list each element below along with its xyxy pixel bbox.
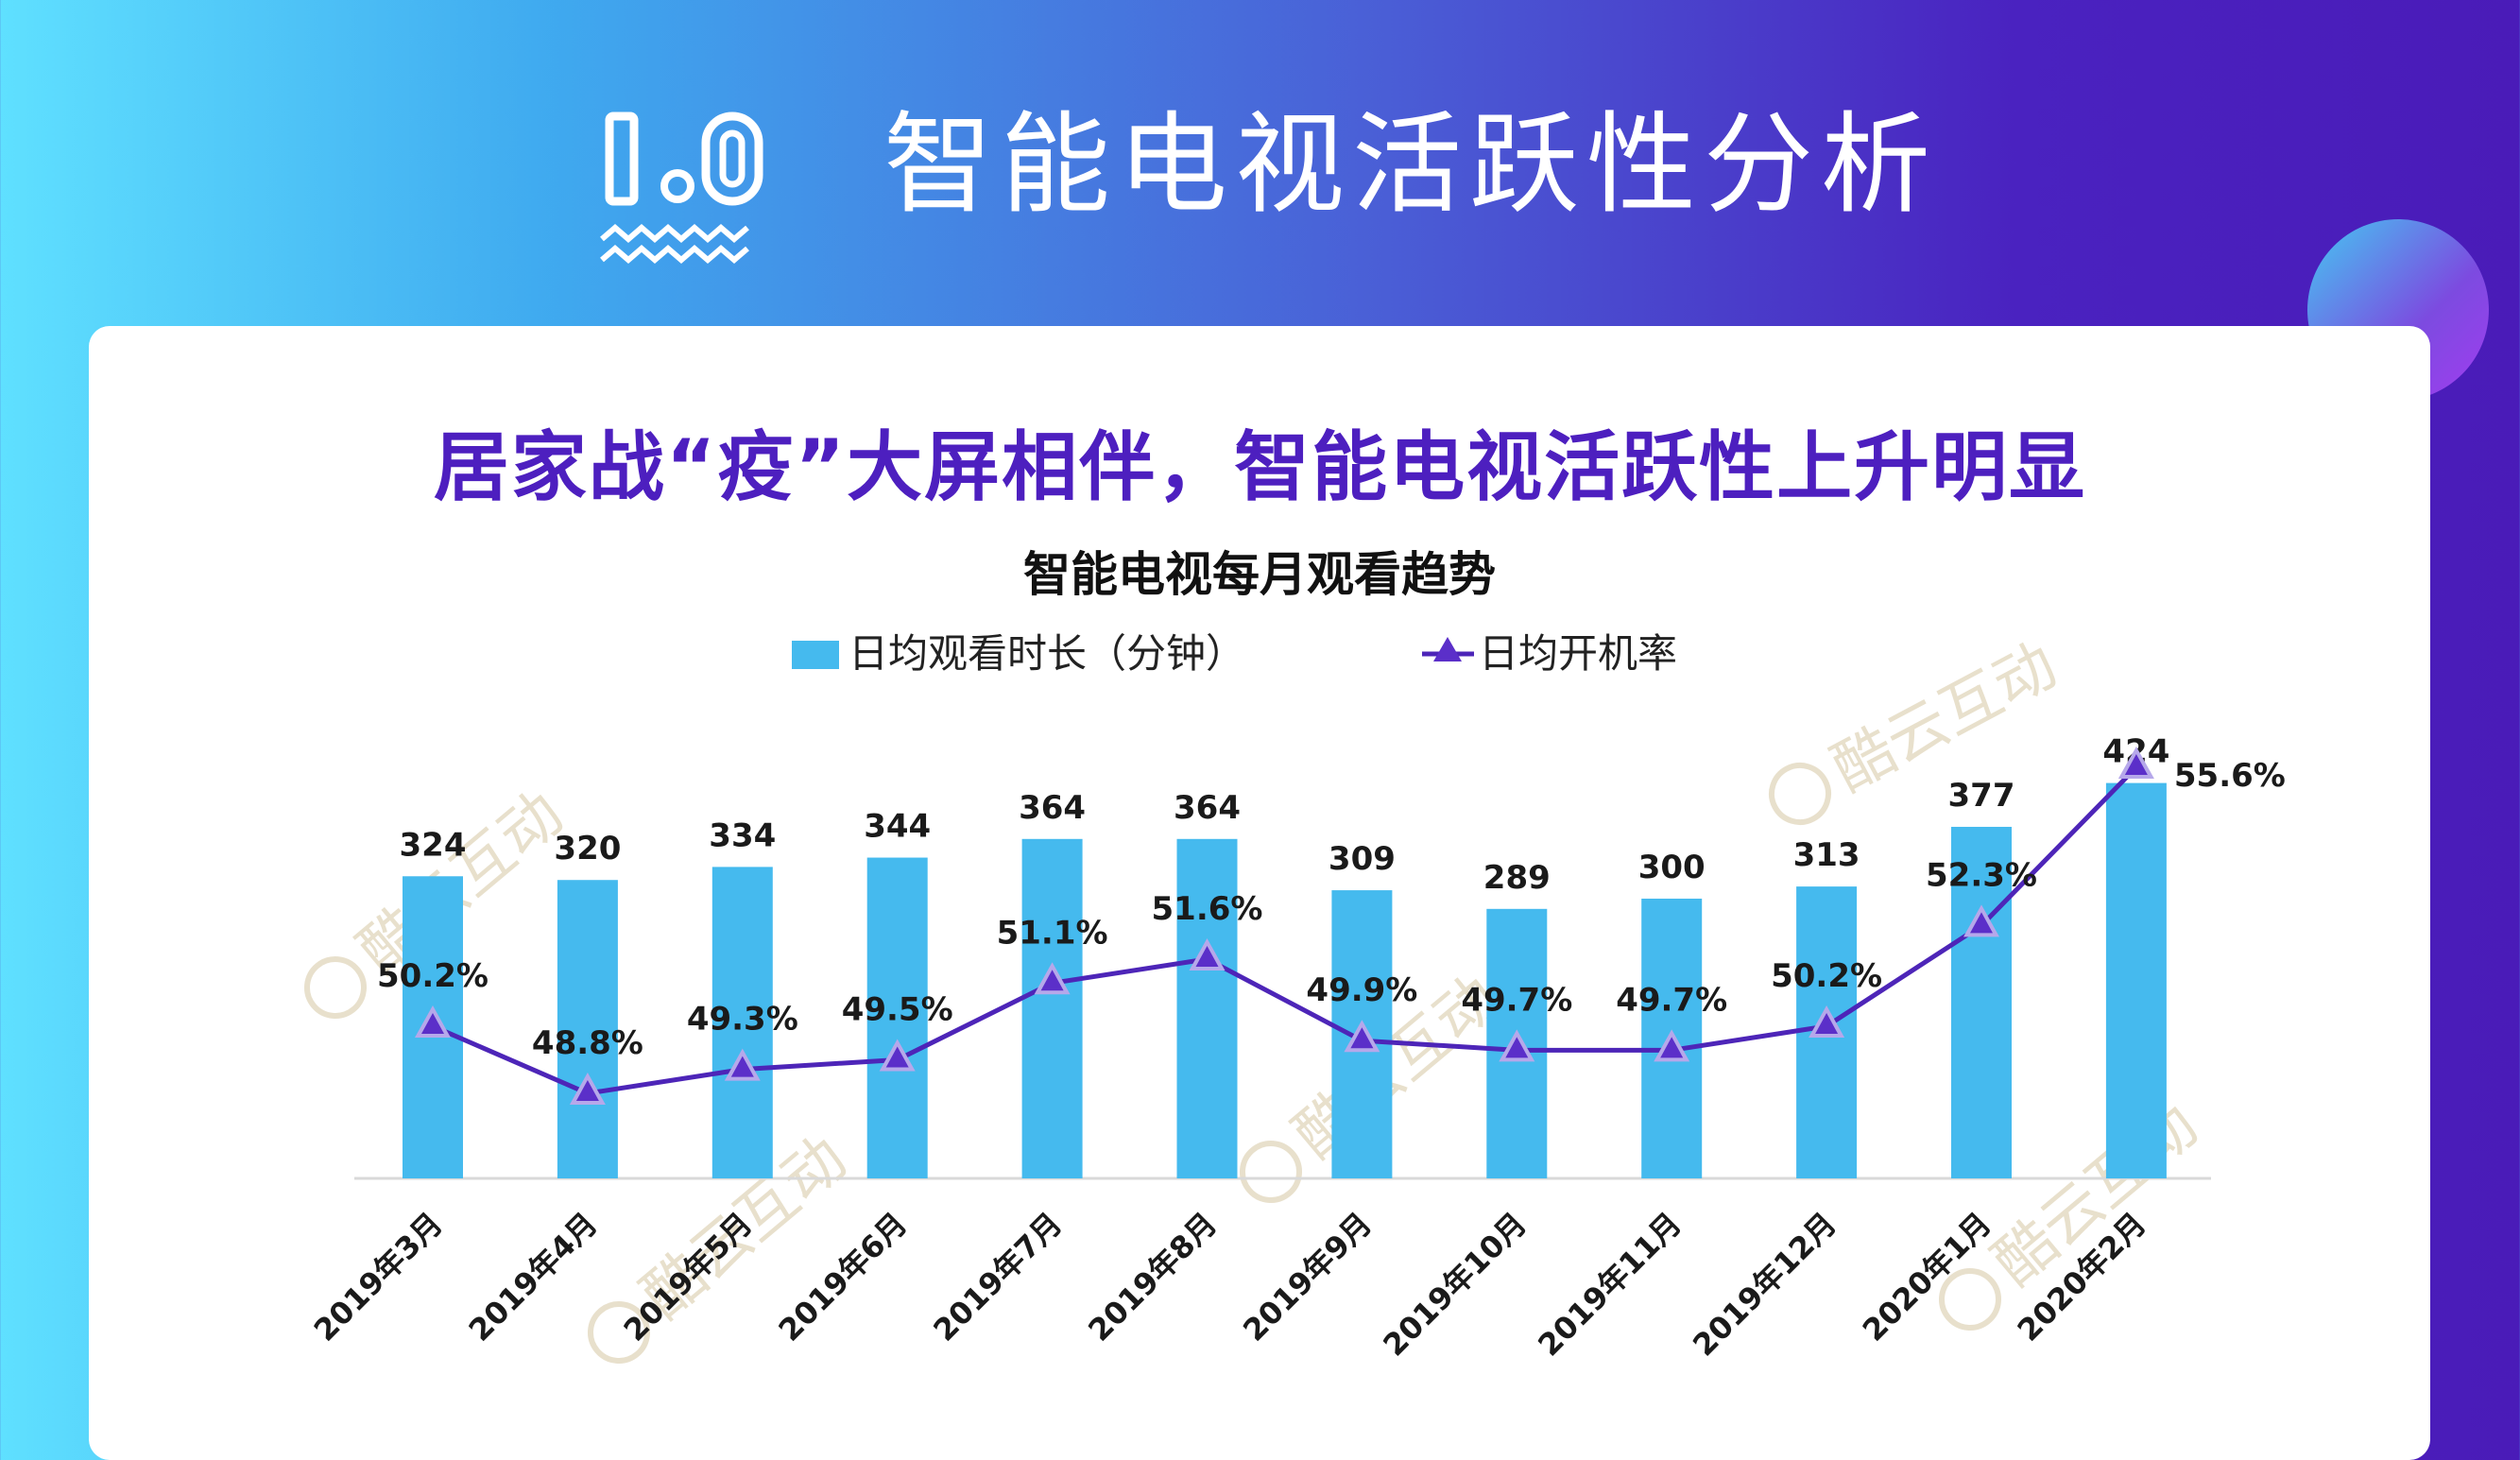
x-tick-label: 2019年4月 (462, 1206, 605, 1348)
bar-value-label: 300 (1638, 849, 1706, 886)
bar-value-label: 364 (1019, 789, 1086, 827)
bar-value-label: 334 (709, 816, 776, 854)
legend-line-marker (1433, 637, 1462, 661)
bar-5 (1021, 838, 1083, 1178)
line-value-label: 55.6% (2174, 757, 2286, 795)
bar-2 (557, 880, 618, 1178)
line-value-label: 49.3% (687, 1001, 798, 1039)
line-marker-7 (1350, 1027, 1374, 1049)
line-value-label: 51.6% (1152, 890, 1263, 928)
line-value-label: 49.9% (1306, 971, 1417, 1009)
headline: 居家战“疫”大屏相伴，智能电视活跃性上升明显 (433, 423, 2087, 511)
line-value-label: 50.2% (1771, 957, 1882, 995)
line-marker-6 (1195, 945, 1219, 967)
bar-value-label: 309 (1329, 840, 1396, 878)
x-tick-label: 2019年10月 (1376, 1206, 1534, 1364)
line-value-label: 49.5% (842, 990, 953, 1028)
bar-11 (1951, 826, 2012, 1178)
legend-bar-label: 日均观看时长（分钟） (849, 630, 1245, 677)
bar-12 (2105, 782, 2167, 1178)
x-tick-label: 2019年7月 (926, 1206, 1069, 1348)
line-marker-2 (575, 1080, 599, 1101)
bar-value-label: 377 (1948, 777, 2015, 815)
bar-6 (1176, 838, 1238, 1178)
legend-bar-swatch (792, 641, 839, 669)
line-value-label: 49.7% (1461, 981, 1572, 1019)
bar-value-label: 364 (1174, 789, 1241, 827)
bar-3 (711, 867, 773, 1178)
line-marker-5 (1040, 970, 1064, 991)
line-value-label: 52.3% (1926, 856, 2037, 894)
bar-4 (866, 857, 928, 1178)
bar-value-label: 324 (400, 826, 467, 864)
x-tick-label: 2019年11月 (1531, 1206, 1689, 1364)
line-value-label: 48.8% (532, 1024, 643, 1062)
bar-value-label: 289 (1483, 859, 1551, 897)
legend-line-label: 日均开机率 (1479, 630, 1677, 677)
x-tick-label: 2019年8月 (1081, 1206, 1224, 1348)
line-value-label: 49.7% (1616, 981, 1727, 1019)
content-card (89, 326, 2430, 1460)
monthly-viewing-chart: 酷云互动 酷云互动 酷云互动 酷云互动 酷云互动 智能电视每月观看趋势 日均观看… (304, 547, 2286, 1364)
line-marker-10 (1815, 1012, 1839, 1034)
section-number-icon (600, 112, 763, 264)
open-rate-line (432, 765, 2138, 1096)
line-value-label: 51.1% (997, 914, 1108, 952)
chart-title: 智能电视每月观看趋势 (1023, 547, 1496, 602)
chart-legend: 日均观看时长（分钟） 日均开机率 (792, 630, 1677, 677)
watermark-text: 酷云互动 (1822, 630, 2068, 806)
x-tick-label: 2019年12月 (1686, 1206, 1843, 1364)
line-marker-11 (1970, 912, 1993, 934)
line-marker-12 (2124, 754, 2148, 775)
line-marker-4 (885, 1046, 909, 1068)
line-marker-1 (421, 1012, 444, 1034)
bar-value-label: 344 (864, 808, 931, 846)
page-title: 智能电视活跃性分析 (883, 101, 1938, 229)
bar-value-label: 313 (1793, 836, 1860, 874)
x-tick-label: 2019年9月 (1236, 1206, 1379, 1348)
line-marker-3 (730, 1056, 754, 1077)
bar-value-label: 320 (554, 830, 621, 867)
line-value-label: 50.2% (377, 957, 489, 995)
line-marker-8 (1505, 1037, 1529, 1058)
x-tick-label: 2019年3月 (307, 1206, 450, 1348)
line-marker-9 (1660, 1037, 1684, 1058)
